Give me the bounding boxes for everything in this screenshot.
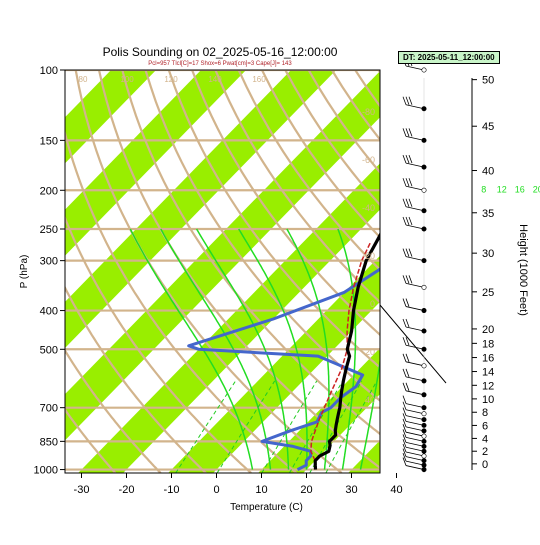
wind-barb	[403, 396, 426, 410]
y-axis-label: P (hPa)	[19, 255, 30, 289]
isotherm-label: 40	[365, 395, 375, 405]
isotherm-label: -40	[362, 203, 375, 213]
x-tick-label: -10	[164, 484, 180, 496]
height-tick-label: 14	[482, 367, 494, 379]
mixing-ratio-label: 20	[533, 184, 540, 194]
height-tick-label: 6	[482, 420, 488, 432]
wind-barb	[403, 97, 426, 111]
wind-barb	[403, 249, 426, 263]
y-tick-label: 250	[40, 224, 58, 236]
height-tick-label: 45	[482, 121, 494, 133]
y-tick-label: 400	[40, 306, 58, 318]
y-tick-label: 150	[40, 135, 58, 147]
isotherm-label: -80	[362, 107, 375, 117]
x-axis-label: Temperature (C)	[230, 502, 303, 513]
height-axis-label: Height (1000 Feet)	[517, 224, 529, 316]
dry-adiabat	[379, 70, 540, 473]
isotherm-label: -20	[362, 251, 375, 261]
y-tick-label: 100	[40, 65, 58, 77]
isotherm-label: 0	[370, 299, 375, 309]
height-tick-label: 18	[482, 338, 494, 350]
height-tick-label: 10	[482, 394, 494, 406]
x-tick-label: 20	[300, 484, 312, 496]
height-tick-label: 8	[482, 407, 488, 419]
dt-badge: DT: 2025-05-11_12:00:00	[398, 51, 500, 64]
adiabat-label: 140	[208, 75, 222, 84]
wind-barb	[403, 199, 426, 213]
wind-barb	[403, 383, 426, 397]
adiabat-label: 160	[252, 75, 266, 84]
adiabat-label: 100	[120, 75, 134, 84]
height-tick-label: 4	[482, 433, 488, 445]
plot-area	[0, 70, 540, 473]
height-tick-label: 0	[482, 459, 488, 471]
y-tick-label: 850	[40, 436, 58, 448]
height-tick-label: 50	[482, 75, 494, 87]
x-tick-label: 30	[345, 484, 357, 496]
x-tick-label: 10	[255, 484, 267, 496]
height-tick-label: 20	[482, 324, 494, 336]
wind-barb	[403, 319, 426, 333]
height-tick-label: 30	[482, 248, 494, 260]
wind-barb	[403, 275, 426, 289]
x-tick-label: 0	[213, 484, 219, 496]
chart-subtitle: Pcl=957 Tlcl[C]=17 Shox=6 Pwat[cm]=3 Cap…	[60, 61, 380, 67]
y-tick-label: 200	[40, 185, 58, 197]
height-tick-label: 25	[482, 287, 494, 299]
x-tick-label: -30	[74, 484, 90, 496]
y-tick-label: 700	[40, 403, 58, 415]
chart-title: Polis Sounding on 02_2025-05-16_12:00:00	[60, 45, 380, 59]
mixing-ratio-label: 8	[481, 184, 486, 194]
wind-barb	[403, 337, 426, 351]
height-tick-label: 2	[482, 446, 488, 458]
y-tick-label: 300	[40, 256, 58, 268]
mixing-ratio-label: 16	[515, 184, 525, 194]
wind-barb	[403, 128, 426, 142]
adiabat-label: 80	[79, 75, 88, 84]
height-tick-label: 16	[482, 353, 494, 365]
y-tick-label: 1000	[34, 465, 58, 477]
y-tick-label: 500	[40, 344, 58, 356]
height-tick-label: 12	[482, 380, 494, 392]
wind-barb	[403, 155, 426, 169]
mixing-ratio-label: 12	[497, 184, 507, 194]
x-tick-label: -20	[119, 484, 135, 496]
wind-barb	[403, 299, 426, 313]
isotherm-label: 20	[365, 347, 375, 357]
wind-barb	[403, 178, 426, 192]
wind-barb	[403, 369, 426, 383]
x-tick-label: 40	[390, 484, 402, 496]
height-tick-label: 40	[482, 166, 494, 178]
height-tick-label: 35	[482, 208, 494, 220]
adiabat-label: 120	[164, 75, 178, 84]
isotherm-label: -60	[362, 155, 375, 165]
wind-barb	[403, 217, 426, 231]
dry-adiabat	[355, 70, 540, 473]
